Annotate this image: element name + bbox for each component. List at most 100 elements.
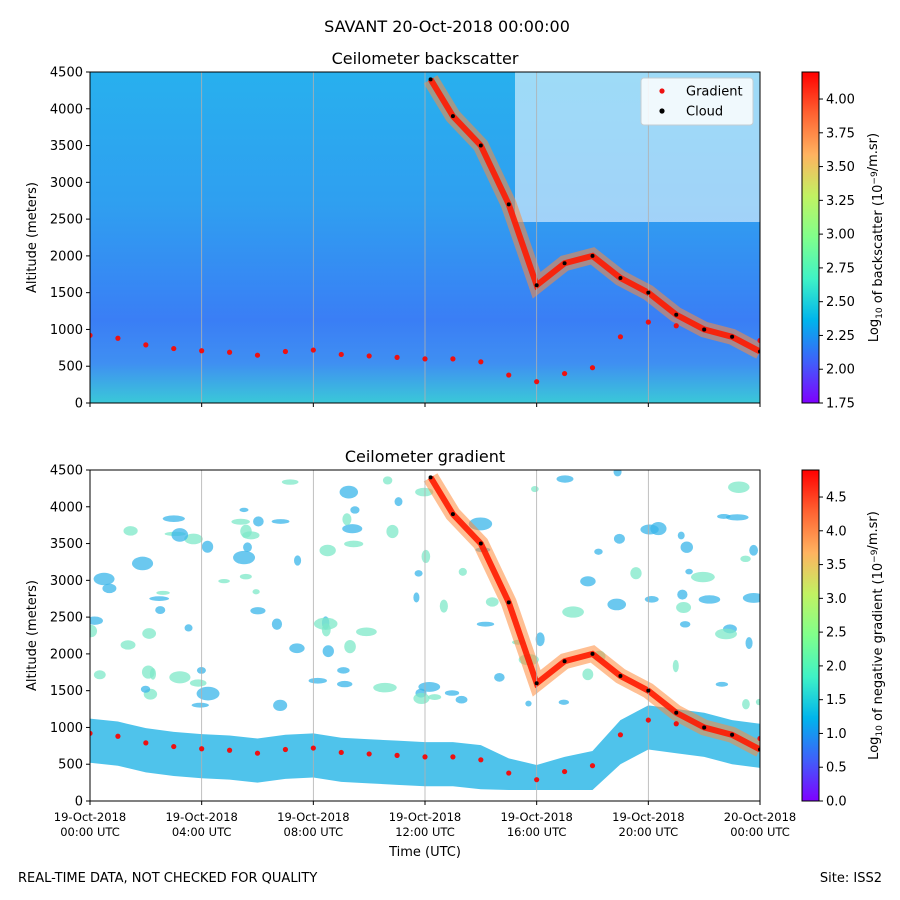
legend-marker (659, 108, 665, 114)
legend-entry: Cloud (686, 105, 723, 120)
gradient-point (617, 732, 624, 738)
gradient-point (366, 353, 372, 359)
noise-patch (494, 672, 505, 682)
gradient-point (254, 750, 261, 756)
gradient-point (310, 347, 316, 353)
noise-patch (740, 555, 751, 563)
cloud-point (590, 651, 595, 656)
noise-patch (156, 590, 170, 595)
y-tick-label: 2000 (50, 647, 83, 662)
noise-patch (373, 682, 397, 693)
noise-patch (594, 548, 603, 555)
noise-patch (308, 677, 327, 684)
colorbar-tick-label: 4.00 (826, 93, 855, 108)
gradient-point (450, 754, 456, 760)
noise-patch (93, 572, 115, 586)
noise-patch (93, 670, 106, 680)
y-axis-label: Altitude (meters) (25, 182, 40, 293)
noise-patch (415, 487, 434, 497)
gradient-point (645, 717, 651, 723)
cloud-point (478, 143, 483, 148)
noise-patch (558, 699, 570, 705)
gradient-point (422, 754, 428, 760)
panel-title: Ceilometer gradient (345, 447, 505, 466)
y-tick-label: 3500 (50, 537, 83, 552)
y-tick-label: 4500 (50, 464, 83, 479)
footer-quality-note: REAL-TIME DATA, NOT CHECKED FOR QUALITY (18, 871, 317, 886)
y-tick-label: 0 (75, 397, 83, 412)
noise-patch (698, 595, 721, 604)
noise-patch (580, 576, 596, 587)
noise-patch (243, 542, 252, 553)
gradient-point (589, 763, 596, 769)
noise-patch (162, 515, 185, 522)
gradient-point (366, 751, 372, 757)
cloud-point (450, 512, 455, 517)
noise-patch (742, 698, 750, 710)
y-tick-label: 1500 (50, 286, 83, 301)
cloud-point (428, 77, 433, 82)
colorbar-label: Log10 of backscatter (10−9/m.sr) (866, 133, 886, 342)
noise-patch (231, 518, 250, 525)
colorbar-tick-label: 2.0 (826, 659, 847, 674)
gradient-point (199, 746, 205, 752)
legend-entry: Gradient (686, 85, 743, 100)
x-tick-label: 19-Oct-2018 (165, 810, 237, 824)
x-tick-label-time: 00:00 UTC (730, 825, 790, 839)
gradient-point (561, 370, 568, 377)
noise-patch (382, 476, 393, 485)
x-axis-label: Time (UTC) (388, 845, 461, 860)
gradient-point (115, 335, 121, 341)
colorbar-tick-label: 2.25 (826, 329, 855, 344)
noise-patch (715, 681, 729, 687)
noise-patch (640, 524, 659, 535)
gradient-point (226, 349, 233, 355)
noise-patch (613, 470, 622, 477)
gradient-point (673, 721, 679, 727)
x-tick-label: 19-Oct-2018 (500, 810, 572, 824)
y-tick-label: 2000 (50, 249, 83, 264)
legend-box (640, 77, 754, 126)
noise-patch (676, 602, 692, 614)
colorbar-tick-label: 3.0 (826, 592, 847, 607)
noise-patch (755, 698, 760, 706)
x-tick-label-time: 12:00 UTC (395, 825, 455, 839)
gradient-point (90, 332, 93, 338)
noise-patch (476, 621, 495, 627)
x-tick-label: 20-Oct-2018 (724, 810, 796, 824)
gradient-point (534, 379, 540, 385)
gradient-point (478, 757, 484, 763)
noise-patch (607, 598, 627, 611)
cloud-point (646, 688, 651, 693)
y-tick-label: 500 (58, 758, 83, 773)
noise-patch (242, 531, 260, 540)
noise-patch (149, 668, 157, 680)
y-tick-label: 3000 (50, 574, 83, 589)
noise-patch (281, 479, 299, 485)
gradient-point (534, 777, 540, 783)
noise-patch (644, 595, 659, 603)
gradient-point (757, 735, 760, 742)
noise-patch (337, 680, 353, 688)
footer-site: Site: ISS2 (820, 871, 882, 886)
gradient-point (226, 747, 233, 753)
colorbar-tick-label: 1.5 (826, 693, 847, 708)
gradient-point (282, 746, 289, 753)
colorbar-label: Log10 of negative gradient (10−9/m.sr) (866, 511, 886, 760)
noise-patch (293, 555, 302, 566)
noise-patch (313, 617, 338, 630)
noise-patch (679, 621, 691, 628)
gradient-point (171, 743, 177, 750)
noise-patch (386, 524, 399, 539)
gradient-point (589, 365, 596, 371)
cloud-point (534, 283, 539, 288)
cloud-point (730, 732, 735, 737)
noise-patch (271, 519, 290, 524)
figure-title: SAVANT 20-Oct-2018 00:00:00 (324, 17, 570, 36)
y-tick-label: 1500 (50, 684, 83, 699)
noise-patch (271, 618, 283, 630)
noise-patch (253, 516, 264, 527)
noise-patch (196, 686, 220, 701)
gradient-panel: Ceilometer gradient 0 500 1000 1500 2000 2500 3… (25, 447, 886, 839)
